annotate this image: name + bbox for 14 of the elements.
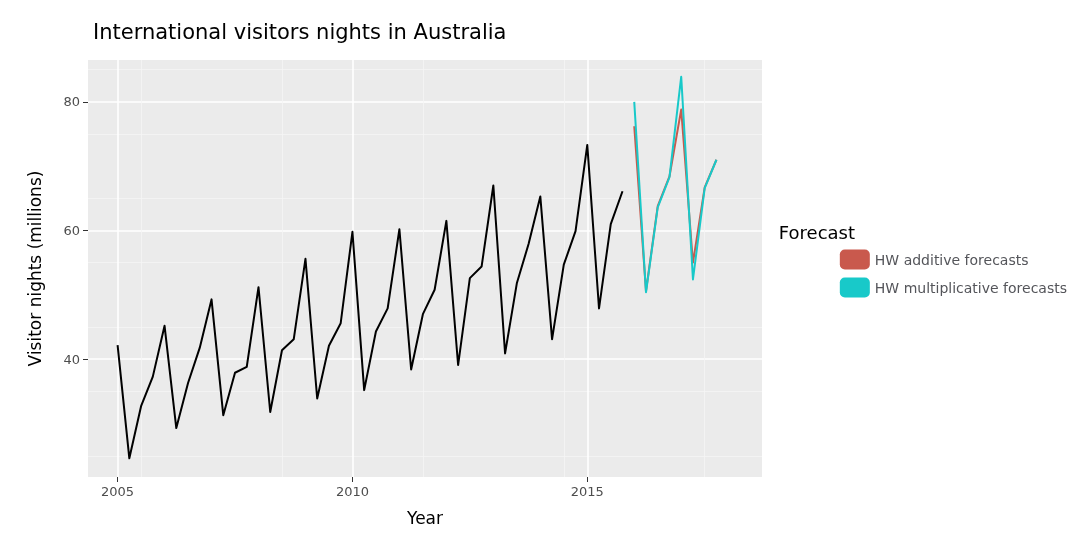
line-series <box>116 143 624 460</box>
x-tick-label: 2010 <box>335 484 369 499</box>
y-tick-label: 60 <box>63 223 80 239</box>
x-tick-label: 2015 <box>570 484 604 499</box>
x-tick-label: 2005 <box>101 484 135 499</box>
legend-label: HW additive forecasts <box>874 251 1029 268</box>
y-tick-label: 40 <box>63 351 80 367</box>
chart-title: International visitors nights in Australia <box>93 19 507 44</box>
y-axis-title: Visitor nights (millions) <box>24 170 45 367</box>
line-series <box>633 75 718 294</box>
x-axis-title: Year <box>406 507 443 528</box>
legend-title: Forecast <box>778 221 856 243</box>
legend-label: HW multiplicative forecasts <box>874 279 1068 296</box>
y-tick-label: 80 <box>63 94 80 110</box>
